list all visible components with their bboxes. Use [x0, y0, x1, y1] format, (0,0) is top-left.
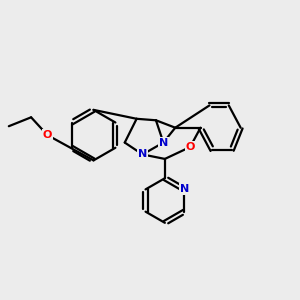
Text: O: O: [185, 142, 195, 152]
Text: O: O: [43, 130, 52, 140]
Text: N: N: [138, 149, 147, 160]
Text: N: N: [179, 184, 189, 194]
Text: N: N: [159, 138, 168, 148]
